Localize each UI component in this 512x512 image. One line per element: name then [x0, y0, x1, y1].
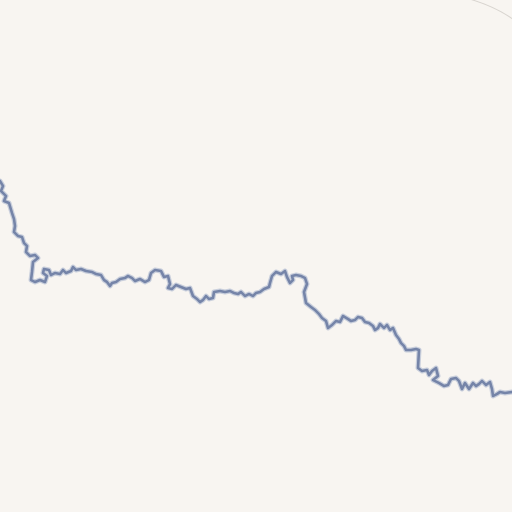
map-canvas[interactable] [0, 0, 512, 512]
map-tile[interactable] [0, 0, 512, 512]
land-area [0, 0, 512, 512]
